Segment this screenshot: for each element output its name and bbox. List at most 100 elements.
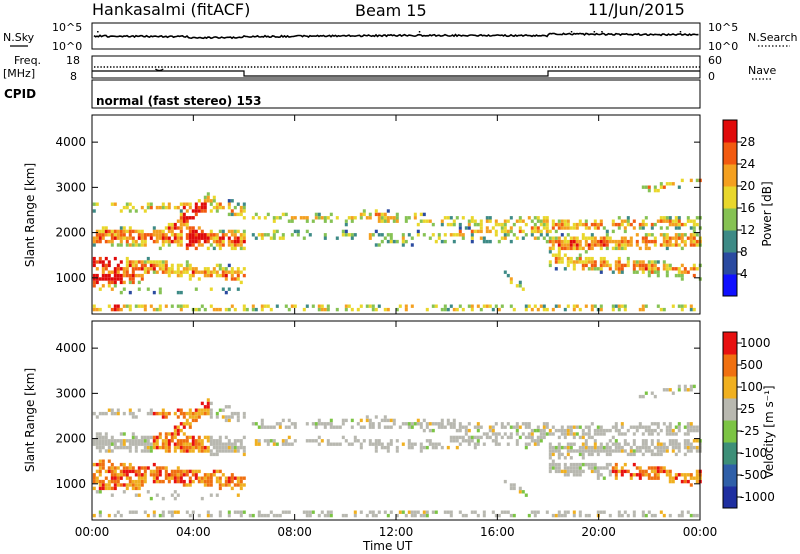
heatmap-cell bbox=[170, 239, 174, 244]
heatmap-cell bbox=[152, 510, 156, 514]
heatmap-cell bbox=[671, 182, 675, 186]
heatmap-cell bbox=[266, 439, 270, 443]
heatmap-cell bbox=[578, 219, 582, 223]
heatmap-cell bbox=[182, 469, 186, 474]
heatmap-cell bbox=[194, 209, 198, 213]
heatmap-cell bbox=[293, 216, 297, 220]
heatmap-cell bbox=[218, 479, 222, 484]
heatmap-cell bbox=[230, 270, 234, 274]
heatmap-cell bbox=[224, 445, 228, 450]
heatmap-cell bbox=[572, 267, 576, 271]
heatmap-cell bbox=[218, 408, 222, 412]
heatmap-cell bbox=[584, 439, 588, 443]
heatmap-cell bbox=[503, 270, 507, 274]
heatmap-cell bbox=[422, 212, 426, 217]
heatmap-cell bbox=[647, 263, 651, 268]
heatmap-cell bbox=[98, 469, 102, 474]
heatmap-cell bbox=[134, 243, 138, 247]
heatmap-cell bbox=[365, 216, 369, 220]
heatmap-cell bbox=[644, 425, 648, 429]
heatmap-cell bbox=[335, 307, 339, 312]
heatmap-cell bbox=[164, 466, 168, 470]
colorbar-frame bbox=[722, 331, 738, 509]
heatmap-cell bbox=[128, 290, 132, 295]
heatmap-cell bbox=[455, 233, 459, 237]
heatmap-cell bbox=[617, 226, 621, 230]
nsearch-dot bbox=[593, 31, 596, 33]
heatmap-cell bbox=[548, 462, 552, 467]
heatmap-cell bbox=[104, 483, 108, 487]
heatmap-cell bbox=[191, 473, 195, 477]
heatmap-cell bbox=[341, 435, 345, 440]
heatmap-cell bbox=[257, 513, 261, 518]
heatmap-cell bbox=[479, 219, 483, 223]
heatmap-cell bbox=[593, 260, 597, 264]
heatmap-cell bbox=[458, 233, 462, 237]
heatmap-cell bbox=[536, 229, 540, 234]
heatmap-cell bbox=[140, 205, 144, 210]
heatmap-cell bbox=[179, 428, 183, 433]
heatmap-cell bbox=[653, 445, 657, 450]
heatmap-cell bbox=[158, 479, 162, 484]
heatmap-cell bbox=[224, 415, 228, 419]
heatmap-cell bbox=[470, 216, 474, 220]
heatmap-cell bbox=[680, 277, 684, 281]
heatmap-cell bbox=[626, 219, 630, 223]
heatmap-cell bbox=[377, 442, 381, 446]
heatmap-cell bbox=[221, 483, 225, 487]
nsky-tick-top: 10^5 bbox=[52, 21, 82, 34]
heatmap-cell bbox=[503, 510, 507, 514]
heatmap-cell bbox=[608, 473, 612, 477]
heatmap-cell bbox=[599, 236, 603, 240]
heatmap-cell bbox=[596, 466, 600, 470]
heatmap-cell bbox=[116, 408, 120, 412]
heatmap-cell bbox=[659, 510, 663, 514]
heatmap-cell bbox=[557, 462, 561, 467]
heatmap-cell bbox=[656, 445, 660, 450]
heatmap-cell bbox=[650, 476, 654, 480]
heatmap-cell bbox=[677, 442, 681, 446]
heatmap-cell bbox=[593, 267, 597, 271]
heatmap-cell bbox=[599, 466, 603, 470]
heatmap-cell bbox=[599, 445, 603, 450]
heatmap-cell bbox=[629, 425, 633, 429]
heatmap-cell bbox=[479, 425, 483, 429]
heatmap-cell bbox=[383, 445, 387, 450]
heatmap-cell bbox=[167, 236, 171, 240]
heatmap-cell bbox=[629, 476, 633, 480]
heatmap-cell bbox=[476, 439, 480, 443]
heatmap-cell bbox=[599, 304, 603, 308]
heatmap-cell bbox=[158, 466, 162, 470]
heatmap-cell bbox=[422, 445, 426, 450]
heatmap-cell bbox=[131, 280, 135, 285]
heatmap-cell bbox=[371, 233, 375, 237]
heatmap-cell bbox=[500, 229, 504, 234]
heatmap-cell bbox=[239, 205, 243, 210]
heatmap-cell bbox=[665, 233, 669, 237]
heatmap-cell bbox=[242, 239, 246, 244]
heatmap-cell bbox=[98, 277, 102, 281]
heatmap-cell bbox=[152, 267, 156, 271]
heatmap-cell bbox=[488, 304, 492, 308]
heatmap-cell bbox=[614, 239, 618, 244]
heatmap-cell bbox=[134, 442, 138, 446]
heatmap-cell bbox=[692, 425, 696, 429]
heatmap-cell bbox=[194, 236, 198, 240]
heatmap-cell bbox=[458, 226, 462, 230]
heatmap-cell bbox=[452, 222, 456, 227]
heatmap-cell bbox=[146, 202, 150, 206]
heatmap-cell bbox=[242, 445, 246, 450]
heatmap-cell bbox=[104, 486, 108, 491]
heatmap-cell bbox=[686, 270, 690, 274]
heatmap-cell bbox=[452, 435, 456, 440]
heatmap-cell bbox=[206, 236, 210, 240]
heatmap-cell bbox=[647, 185, 651, 189]
heatmap-cell bbox=[236, 476, 240, 480]
heatmap-cell bbox=[152, 233, 156, 237]
heatmap-cell bbox=[311, 422, 315, 426]
heatmap-cell bbox=[599, 222, 603, 227]
heatmap-cell bbox=[92, 256, 96, 261]
freq-label: Freq. bbox=[14, 54, 41, 67]
heatmap-cell bbox=[203, 199, 207, 203]
heatmap-cell bbox=[185, 233, 189, 237]
